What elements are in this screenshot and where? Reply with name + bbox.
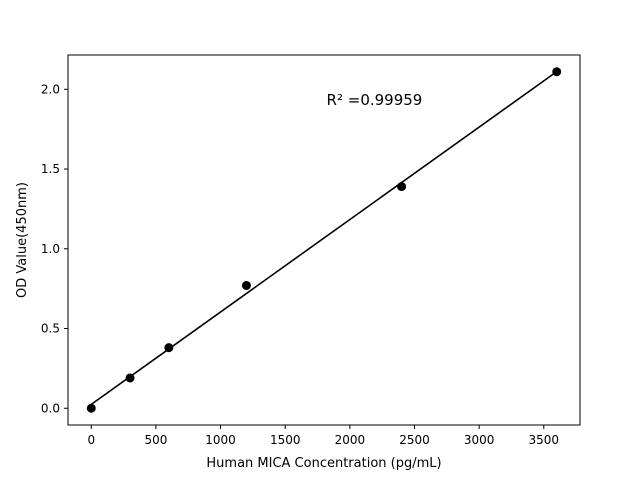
x-tick-label: 2500 [399,433,430,447]
x-axis-label: Human MICA Concentration (pg/mL) [206,456,441,471]
data-point [86,403,96,413]
y-tick-label: 2.0 [41,82,60,96]
data-point [164,343,174,353]
axis-spine [67,54,581,426]
y-tick-label: 1.5 [41,162,60,176]
x-tick-label: 500 [144,433,167,447]
data-point [241,280,251,290]
y-tick-label: 0.0 [41,401,60,415]
x-tick-label: 1500 [270,433,301,447]
y-axis-label: OD Value(450nm) [15,182,30,298]
x-tick-label: 3500 [529,433,560,447]
x-tick-label: 1000 [205,433,236,447]
y-tick-label: 1.0 [41,242,60,256]
data-point [552,67,562,77]
r-squared-annotation: R² =0.99959 [327,91,423,109]
x-tick-label: 2000 [335,433,366,447]
x-tick-label: 3000 [464,433,495,447]
y-tick-label: 0.5 [41,322,60,336]
x-tick-label: 0 [87,433,95,447]
data-point [397,182,407,192]
data-point [125,373,135,383]
